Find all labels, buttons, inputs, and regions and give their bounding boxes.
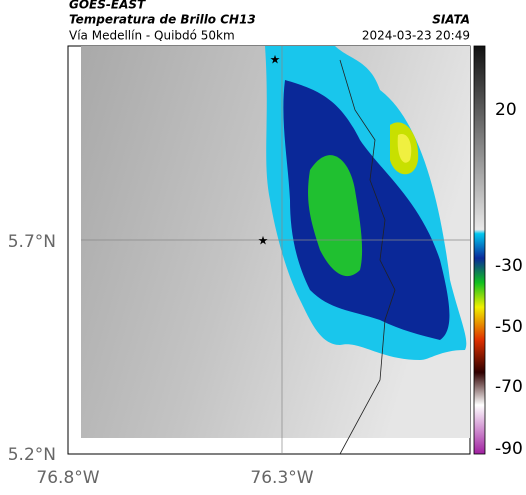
- svg-text:★: ★: [258, 234, 269, 248]
- source: SIATA: [432, 13, 470, 27]
- colorbar-tick: 20: [495, 100, 517, 120]
- lon-label: 76.3°W: [250, 468, 313, 488]
- lon-label: 76.8°W: [36, 468, 99, 488]
- colorbar-tick: -50: [495, 317, 523, 337]
- lat-label: 5.2°N: [8, 445, 56, 465]
- datetime: 2024-03-23 20:49: [362, 29, 470, 43]
- title: GOES-EAST: [69, 0, 146, 12]
- colorbar: [473, 45, 486, 455]
- colorbar-tick: -70: [495, 377, 523, 397]
- subtitle: Temperatura de Brillo CH13: [69, 13, 256, 27]
- colorbar-tick: -30: [495, 256, 523, 276]
- route: Vía Medellín - Quibdó 50km: [69, 29, 235, 43]
- svg-text:★: ★: [270, 53, 281, 67]
- map: ★ ★: [67, 45, 471, 455]
- colorbar-tick: -90: [495, 439, 523, 459]
- lat-label: 5.7°N: [8, 232, 56, 252]
